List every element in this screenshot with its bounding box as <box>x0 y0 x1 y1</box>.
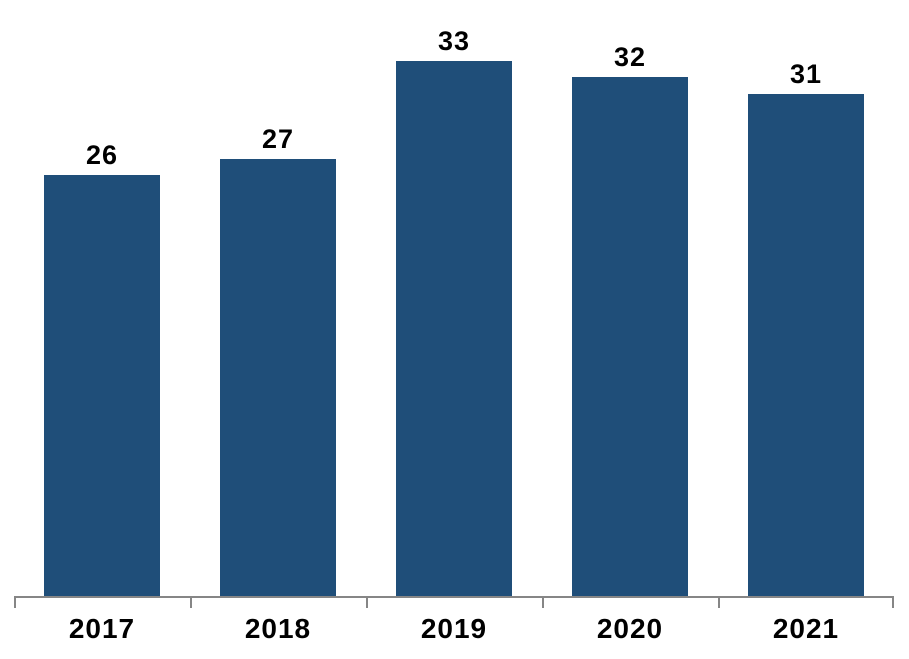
bar-slot: 26 <box>14 0 190 598</box>
axis-tick <box>190 596 192 608</box>
bar <box>572 77 688 598</box>
bar <box>44 175 160 598</box>
axis-tick <box>718 596 720 608</box>
bar-value-label: 27 <box>261 124 295 154</box>
bar-slot: 32 <box>542 0 718 598</box>
bar <box>748 94 864 598</box>
bar-slot: 31 <box>718 0 894 598</box>
bar-value-label: 26 <box>85 140 119 170</box>
axis-tick <box>366 596 368 608</box>
x-axis-labels: 2017 2018 2019 2020 2021 <box>14 612 894 646</box>
x-axis-line <box>14 596 894 598</box>
bar <box>396 61 512 598</box>
plot-area: 26 27 33 32 31 <box>14 0 894 598</box>
bar-value-label: 31 <box>789 59 823 89</box>
bar-slot: 27 <box>190 0 366 598</box>
axis-tick <box>892 596 894 608</box>
x-axis-tick-label: 2020 <box>596 613 664 644</box>
x-axis-tick-label: 2018 <box>244 613 312 644</box>
axis-tick <box>14 596 16 608</box>
bar-value-label: 33 <box>437 26 471 56</box>
x-axis-tick-label: 2017 <box>68 613 136 644</box>
x-axis-tick-label: 2021 <box>772 613 840 644</box>
bar-value-label: 32 <box>613 42 647 72</box>
axis-tick <box>542 596 544 608</box>
x-axis-tick-label: 2019 <box>420 613 488 644</box>
bar <box>220 159 336 598</box>
bar-slot: 33 <box>366 0 542 598</box>
